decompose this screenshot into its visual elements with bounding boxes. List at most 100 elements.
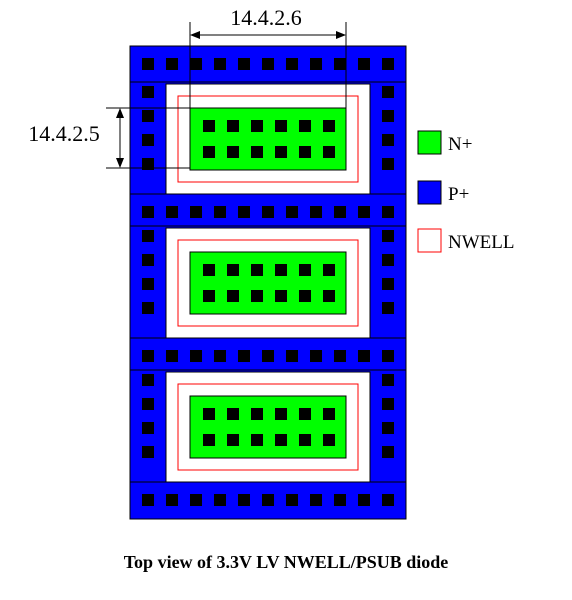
p-plus-contact [142,254,154,266]
n-plus-region [189,251,347,315]
p-plus-contact [166,350,178,362]
n-plus-contact [275,146,287,158]
p-plus-contacts [142,58,394,506]
n-plus-contact [323,434,335,446]
p-plus-contact [334,350,346,362]
p-plus-contact [262,206,274,218]
p-plus-contact [262,494,274,506]
p-plus-contact [358,350,370,362]
legend-swatch-n-plus [417,130,442,155]
p-plus-contact [286,494,298,506]
p-plus-contact [382,494,394,506]
p-plus-contact [214,494,226,506]
n-plus-contact [251,264,263,276]
p-plus-contact [238,350,250,362]
p-plus-contact [142,58,154,70]
p-plus-contact [190,58,202,70]
p-plus-contact [142,206,154,218]
p-plus-contact [190,350,202,362]
legend: N+ P+ NWELL [417,130,514,253]
width-dimension: 14.4.2.6 [189,5,347,110]
p-plus-contact [382,254,394,266]
p-plus-contact [382,158,394,170]
p-plus-contact [142,374,154,386]
p-plus-contact [214,58,226,70]
n-plus-contact [203,408,215,420]
n-plus-contact [299,120,311,132]
n-plus-contact [275,290,287,302]
n-plus-contact [323,290,335,302]
p-plus-contact [142,86,154,98]
p-plus-contact [382,422,394,434]
p-plus-contact [142,230,154,242]
p-plus-contact [382,302,394,314]
p-plus-contact [238,206,250,218]
n-plus-contact [227,146,239,158]
p-plus-contact [238,494,250,506]
n-plus-contact [275,120,287,132]
height-dimension: 14.4.2.5 [28,107,190,169]
p-plus-contact [358,494,370,506]
height-dimension-label: 14.4.2.5 [28,121,100,146]
n-plus-contact [275,408,287,420]
p-plus-contact [358,206,370,218]
n-plus-contact [227,120,239,132]
p-plus-contact [142,494,154,506]
p-plus-contact [382,374,394,386]
p-plus-contact [358,58,370,70]
p-plus-contact [190,206,202,218]
n-plus-contact [227,408,239,420]
n-plus-contact [251,290,263,302]
n-plus-contact [323,120,335,132]
p-plus-contact [214,350,226,362]
p-plus-contact [334,206,346,218]
diode-cells [165,83,371,483]
p-plus-contact [142,158,154,170]
legend-label-n-plus: N+ [448,134,472,155]
p-plus-contact [382,446,394,458]
n-plus-contact [299,408,311,420]
p-plus-contact [310,494,322,506]
p-plus-contact [142,398,154,410]
p-plus-contact [382,230,394,242]
p-plus-contact [310,206,322,218]
p-plus-contact [382,398,394,410]
n-plus-contact [299,434,311,446]
n-plus-contact [251,408,263,420]
n-plus-contact [275,264,287,276]
figure-caption: Top view of 3.3V LV NWELL/PSUB diode [123,552,449,572]
p-plus-contact [310,350,322,362]
p-plus-contact [166,494,178,506]
p-plus-contact [142,278,154,290]
p-plus-contact [142,422,154,434]
n-plus-contact [203,146,215,158]
n-plus-contact [227,434,239,446]
p-plus-contact [262,58,274,70]
p-plus-contact [190,494,202,506]
n-plus-contact [299,290,311,302]
p-plus-contact [262,350,274,362]
n-plus-region [189,395,347,459]
p-plus-contact [382,206,394,218]
n-plus-contact [323,146,335,158]
legend-label-nwell: NWELL [448,232,514,253]
p-plus-contact [166,206,178,218]
n-plus-contact [203,434,215,446]
p-plus-contact [214,206,226,218]
p-plus-contact [286,58,298,70]
p-plus-contact [382,350,394,362]
p-plus-contact [310,58,322,70]
n-plus-contact [275,434,287,446]
n-plus-contact [251,434,263,446]
legend-swatch-p-plus [417,180,442,205]
n-plus-region [189,107,347,171]
p-plus-contact [142,446,154,458]
p-plus-contact [238,58,250,70]
legend-label-p-plus: P+ [448,184,469,205]
n-plus-contact [299,146,311,158]
n-plus-contact [203,264,215,276]
p-plus-contact [334,494,346,506]
p-plus-contact [382,278,394,290]
p-plus-contact [142,302,154,314]
